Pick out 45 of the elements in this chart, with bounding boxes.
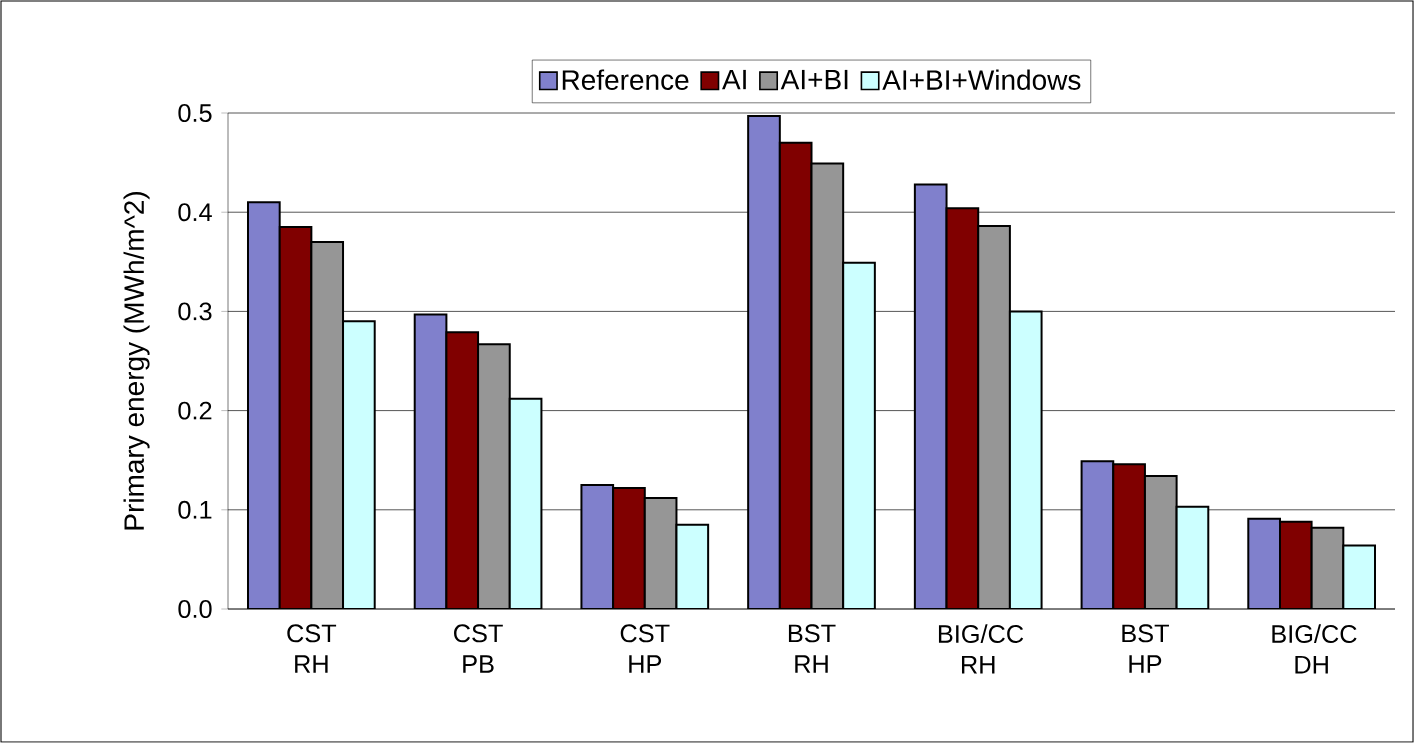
bar — [1278, 520, 1313, 609]
y-axis-title: Primary energy (MWh/m^2) — [123, 192, 150, 530]
y-tick-label: 0.1 — [178, 500, 212, 519]
bar — [779, 142, 812, 609]
x-tick-label: CST PB — [454, 624, 503, 673]
bar — [311, 241, 344, 609]
y-tick-label: 0.0 — [178, 600, 212, 618]
bar — [343, 321, 375, 609]
legend-label: AI — [722, 69, 746, 90]
bar — [843, 262, 875, 609]
bar — [748, 115, 780, 609]
bar — [914, 184, 947, 609]
x-tick-label: BST RH — [788, 624, 836, 673]
x-tick-label: BIG/CC DH — [1272, 624, 1357, 674]
bar — [446, 332, 479, 609]
x-tick-label: CST HP — [620, 624, 670, 673]
bar — [676, 524, 709, 609]
x-tick-label: CST RH — [287, 624, 337, 673]
legend-label: AI+BI — [780, 69, 848, 90]
bar — [644, 497, 677, 609]
x-tick-label: BST HP — [1122, 624, 1169, 673]
bar — [509, 398, 542, 609]
bar — [248, 202, 280, 609]
bar — [613, 487, 645, 609]
y-tick-label: 0.4 — [178, 203, 212, 222]
bar — [1342, 544, 1376, 609]
bar — [1081, 461, 1114, 609]
bar — [279, 227, 312, 609]
bar — [581, 485, 614, 609]
bar — [1113, 464, 1145, 609]
bar — [811, 163, 844, 609]
bar — [978, 226, 1010, 609]
bar — [414, 314, 447, 609]
legend-label: Reference — [562, 69, 689, 90]
legend-label: AI+BI+Windows — [882, 69, 1081, 90]
bar — [1009, 311, 1042, 609]
bar — [1144, 476, 1177, 609]
bar — [1176, 506, 1209, 609]
x-tick-label: BIG/CC RH — [938, 624, 1024, 674]
y-tick-label: 0.2 — [178, 401, 212, 420]
bar — [946, 208, 979, 609]
y-tick-label: 0.3 — [178, 302, 212, 321]
bar — [478, 344, 510, 609]
y-tick-label: 0.5 — [178, 104, 212, 122]
bar — [1247, 517, 1281, 609]
